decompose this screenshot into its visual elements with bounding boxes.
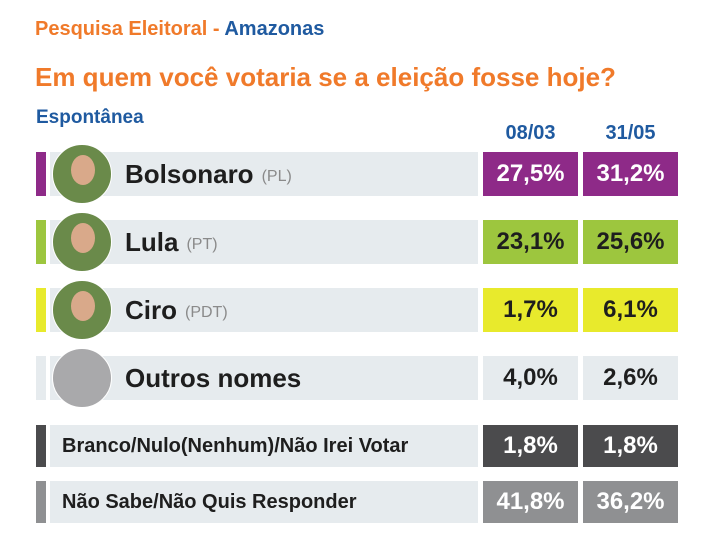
party: (PT) xyxy=(186,236,218,253)
row-stripe xyxy=(36,356,46,400)
value-cell: 36,2% xyxy=(583,481,678,523)
candidate-name: Não Sabe/Não Quis Responder xyxy=(62,490,357,513)
row-stripe xyxy=(36,288,46,332)
row-stripe xyxy=(36,481,46,523)
question: Em quem você votaria se a eleição fosse … xyxy=(35,62,616,92)
row-label: Branco/Nulo(Nenhum)/Não Irei Votar xyxy=(50,425,478,467)
row-label: Ciro (PDT) xyxy=(50,288,478,332)
row-stripe xyxy=(36,152,46,196)
row-label: Não Sabe/Não Quis Responder xyxy=(50,481,478,523)
row-label: Bolsonaro (PL) xyxy=(50,152,478,196)
photo xyxy=(52,144,112,204)
candidate-name: Outros nomes xyxy=(125,362,302,393)
value-cell: 27,5% xyxy=(483,152,578,196)
candidate-name: Lula xyxy=(125,226,179,257)
candidate-name: Ciro xyxy=(125,294,177,325)
row-label: Outros nomes xyxy=(50,356,478,400)
value-cell: 23,1% xyxy=(483,220,578,264)
photo xyxy=(52,212,112,272)
value-cell: 1,8% xyxy=(583,425,678,467)
photo-face xyxy=(71,223,95,253)
header-line: Pesquisa Eleitoral - Amazonas xyxy=(35,18,324,41)
region: Amazonas xyxy=(224,18,325,40)
column-header: 08/03 xyxy=(505,122,556,144)
party: (PL) xyxy=(261,168,292,185)
value-cell: 1,8% xyxy=(483,425,578,467)
source: Pesquisa Eleitoral xyxy=(35,18,208,40)
photo xyxy=(52,280,112,340)
photo xyxy=(52,348,112,408)
row-stripe xyxy=(36,220,46,264)
photo-face xyxy=(71,155,95,185)
value-cell: 2,6% xyxy=(583,356,678,400)
subtitle: Espontânea xyxy=(36,107,144,128)
party: (PDT) xyxy=(185,304,228,321)
value-cell: 31,2% xyxy=(583,152,678,196)
value-cell: 6,1% xyxy=(583,288,678,332)
candidate-name: Branco/Nulo(Nenhum)/Não Irei Votar xyxy=(62,434,409,457)
row-label: Lula (PT) xyxy=(50,220,478,264)
separator: - xyxy=(212,18,220,40)
value-cell: 4,0% xyxy=(483,356,578,400)
photo-face xyxy=(71,291,95,321)
row-stripe xyxy=(36,425,46,467)
value-cell: 41,8% xyxy=(483,481,578,523)
candidate-name: Bolsonaro xyxy=(125,158,254,189)
value-cell: 25,6% xyxy=(583,220,678,264)
value-cell: 1,7% xyxy=(483,288,578,332)
column-header: 31/05 xyxy=(605,122,656,144)
